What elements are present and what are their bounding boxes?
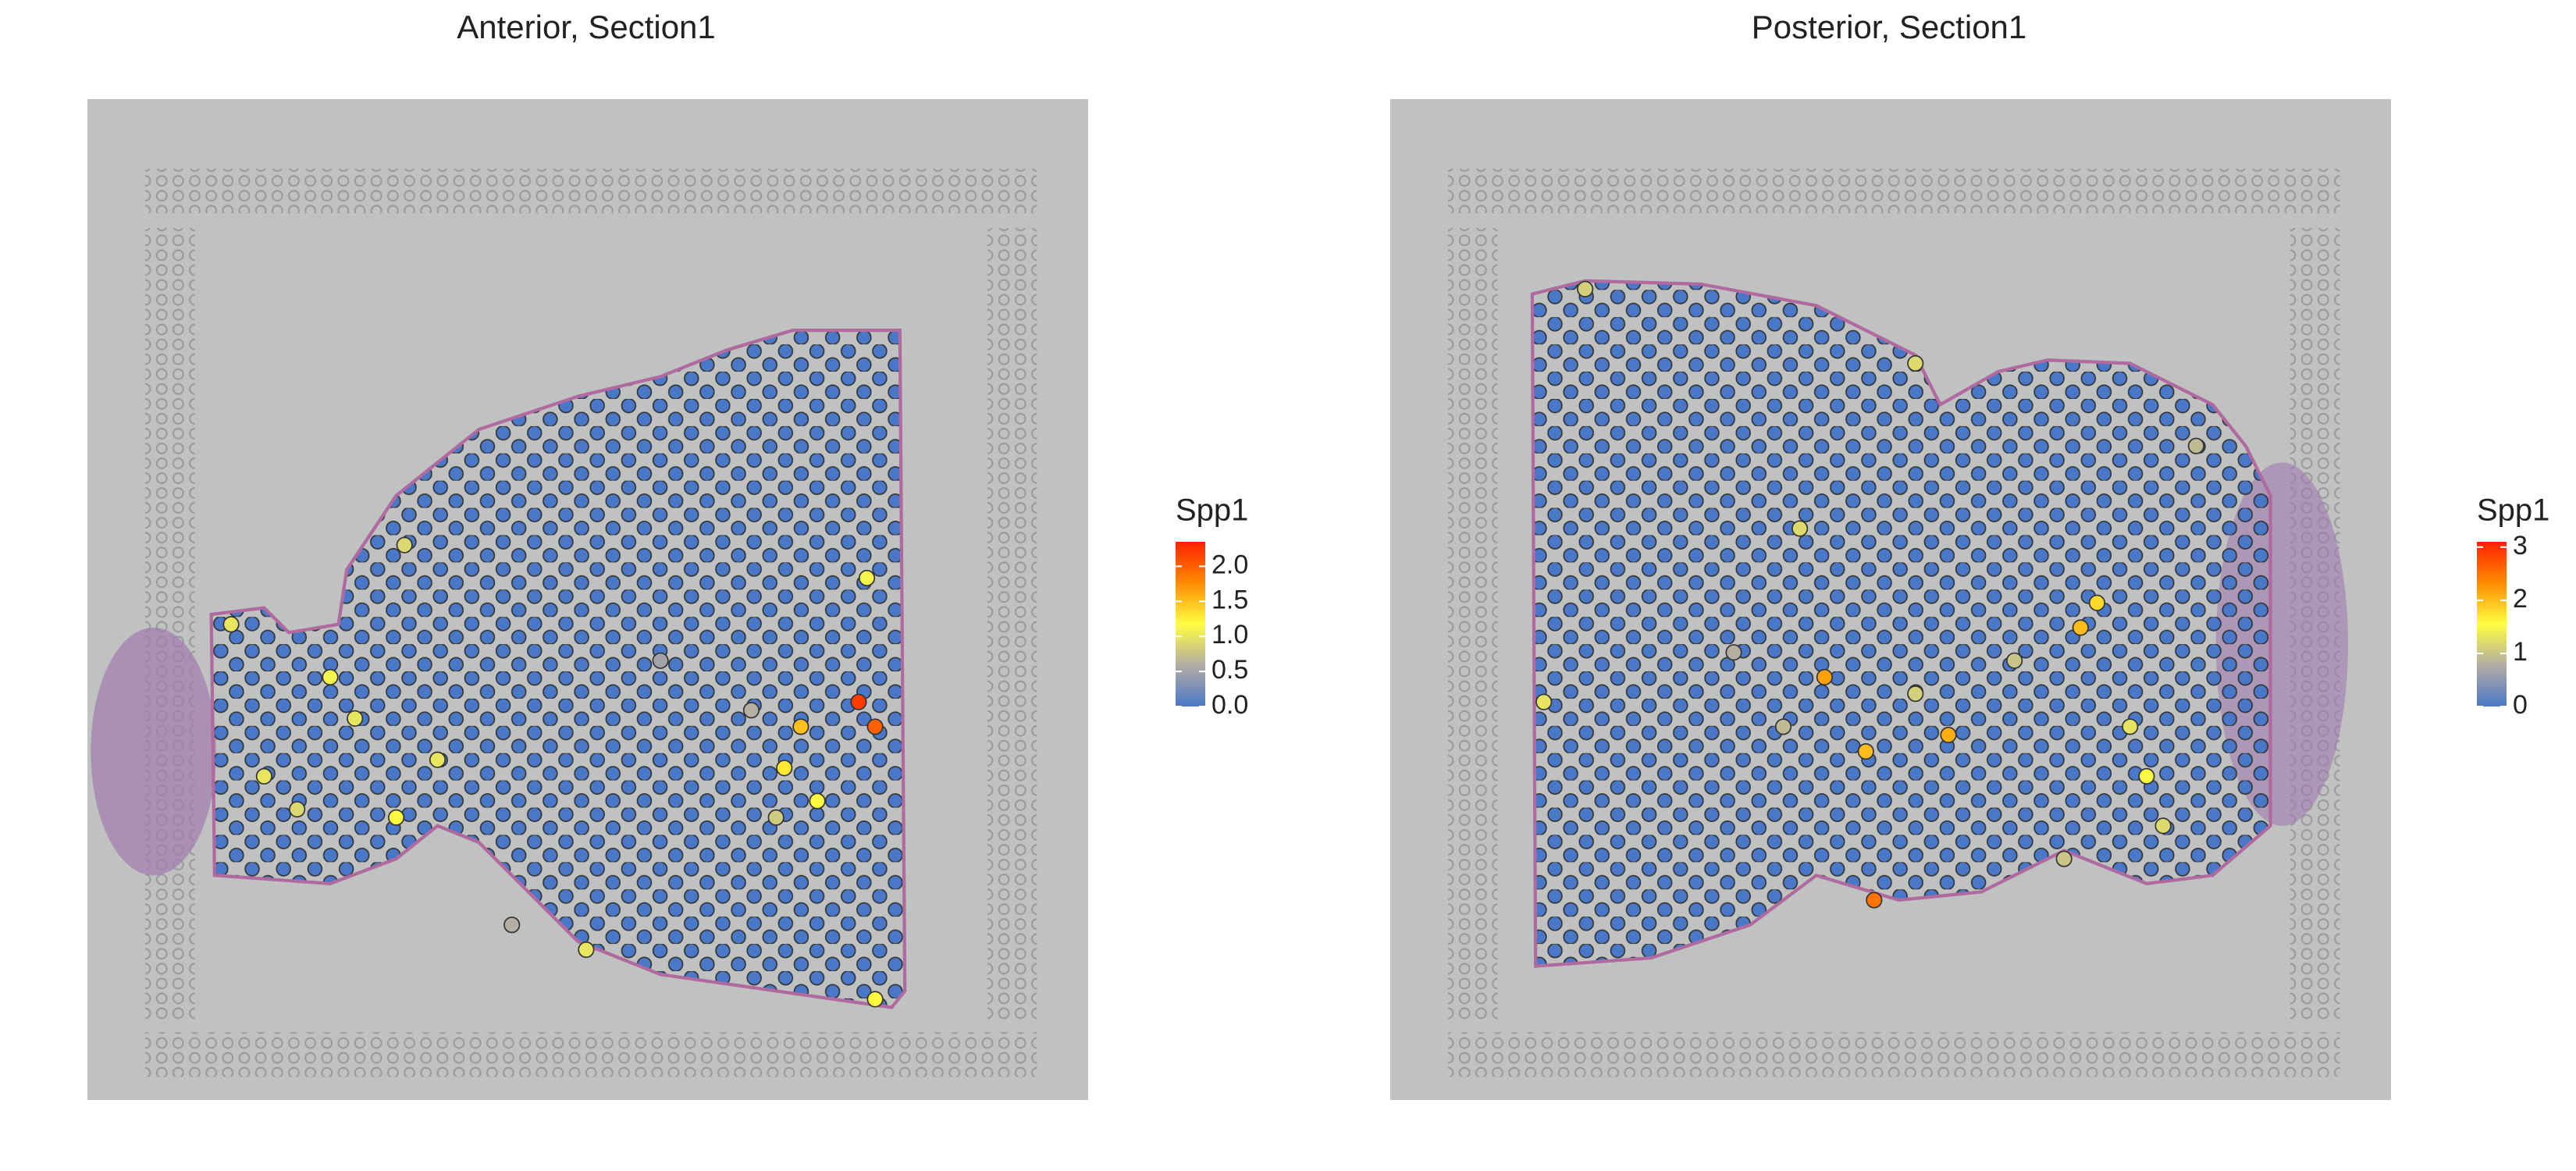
colorbar xyxy=(1176,542,1205,707)
spot xyxy=(2122,718,2139,735)
spot xyxy=(858,569,876,587)
spot xyxy=(1535,693,1553,710)
spot xyxy=(1907,685,1924,703)
spot xyxy=(809,792,826,810)
spot xyxy=(322,668,339,686)
colorbar-tick-label: 0 xyxy=(2513,690,2528,720)
spot xyxy=(503,917,521,934)
spot xyxy=(347,710,364,727)
spot xyxy=(2072,619,2089,636)
spot xyxy=(2055,850,2073,867)
spot xyxy=(1577,280,1594,297)
colorbar-tick-label: 1 xyxy=(2513,637,2528,667)
spot xyxy=(1774,718,1792,735)
spot xyxy=(742,702,760,719)
spot xyxy=(255,767,272,785)
spot xyxy=(2088,594,2106,611)
spot xyxy=(1940,726,1957,744)
colorbar-tick-label: 2.0 xyxy=(1212,550,1248,579)
spot xyxy=(767,809,785,826)
spot xyxy=(866,718,884,735)
spot xyxy=(289,801,306,818)
colorbar-tick-label: 1.5 xyxy=(1212,585,1248,614)
spot xyxy=(652,652,669,669)
spot xyxy=(776,760,793,777)
spot xyxy=(2006,652,2023,669)
panel xyxy=(87,99,1088,1100)
spot xyxy=(866,991,884,1008)
spot xyxy=(2138,767,2155,785)
panel-title: Anterior, Section1 xyxy=(457,9,716,45)
spot xyxy=(578,941,595,959)
colorbar-tick-label: 0.0 xyxy=(1212,690,1248,720)
spot xyxy=(1816,668,1833,686)
colorbar-tick-label: 1.0 xyxy=(1212,620,1248,650)
colorbar xyxy=(2477,542,2507,707)
spot xyxy=(1866,892,1883,909)
colorbar-tick-label: 0.5 xyxy=(1212,655,1248,685)
spot xyxy=(396,536,413,553)
panel-title: Posterior, Section1 xyxy=(1752,9,2027,45)
spot xyxy=(222,616,240,633)
spot xyxy=(792,718,809,735)
spot xyxy=(1725,644,1742,661)
legend-title: Spp1 xyxy=(2477,493,2549,528)
spot xyxy=(1791,520,1809,537)
spot xyxy=(429,751,447,768)
spot xyxy=(2154,817,2172,835)
spot xyxy=(388,809,405,826)
panel xyxy=(1390,99,2391,1100)
colorbar-tick-label: 3 xyxy=(2513,531,2528,561)
spot xyxy=(850,693,867,710)
spot xyxy=(2187,437,2204,454)
legend-title: Spp1 xyxy=(1176,493,1248,528)
spot xyxy=(1857,743,1874,760)
colorbar-tick-label: 2 xyxy=(2513,584,2528,614)
spot xyxy=(1907,354,1924,372)
